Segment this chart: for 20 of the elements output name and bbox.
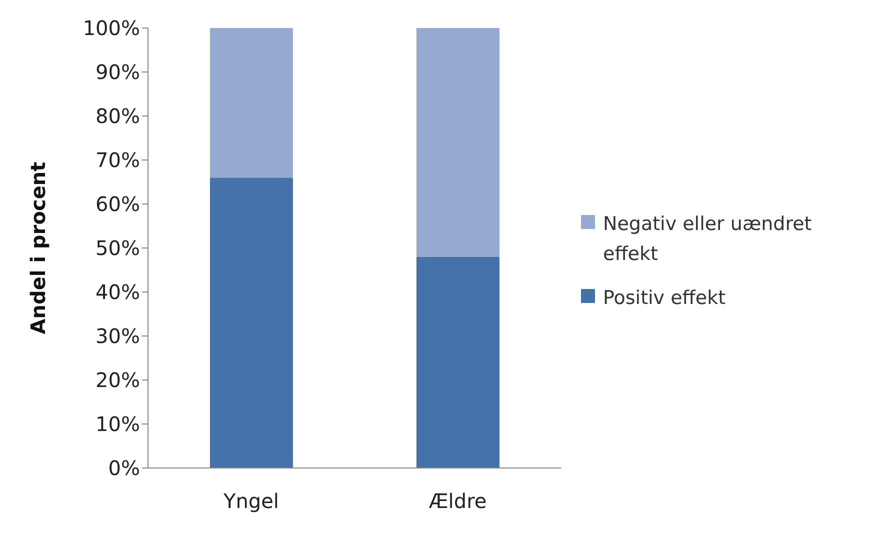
bar <box>210 28 293 178</box>
bar <box>416 256 500 468</box>
bar <box>416 28 500 257</box>
y-tick-label: 20% <box>96 368 140 392</box>
y-tick-label: 0% <box>108 456 140 480</box>
x-tick-label: Yngel <box>222 489 279 514</box>
y-axis-title: Andel i procent <box>26 161 50 334</box>
y-tick-label: 60% <box>96 192 140 216</box>
y-tick-label: 70% <box>96 148 140 172</box>
x-tick-label: Ældre <box>428 489 487 514</box>
y-tick-label: 40% <box>96 280 140 304</box>
legend-label: Negativ eller uændret effekt <box>603 212 813 267</box>
bar <box>210 178 293 468</box>
y-tick-label: 100% <box>82 16 140 40</box>
y-tick-label: 50% <box>96 236 140 260</box>
y-tick-label: 10% <box>96 412 140 436</box>
y-tick-label: 90% <box>96 60 140 84</box>
legend-label: Positiv effekt <box>603 286 726 311</box>
y-tick-label: 30% <box>96 324 140 348</box>
y-tick-label: 80% <box>96 104 140 128</box>
